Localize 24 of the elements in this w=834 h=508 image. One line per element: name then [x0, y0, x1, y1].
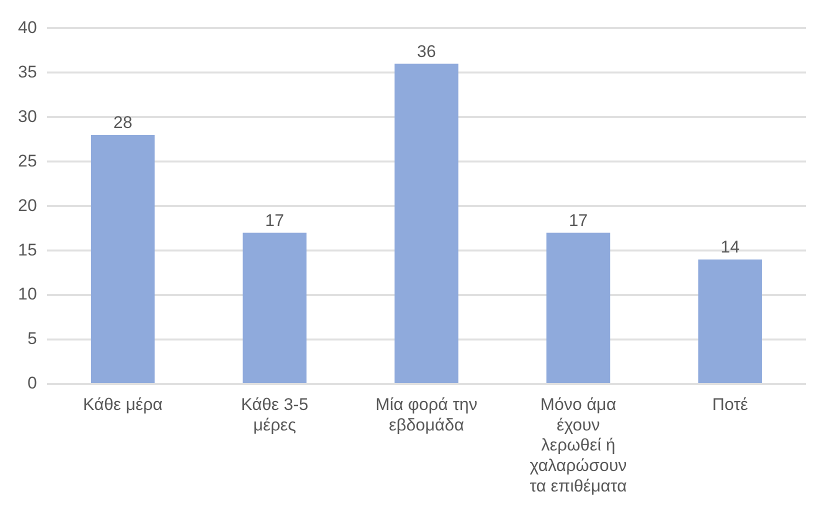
bar	[90, 134, 155, 383]
x-tick-label: Μόνο άμα έχουν λερωθεί ή χαλαρώσουν τα επιθέματα	[530, 394, 627, 496]
data-label: 17	[265, 210, 284, 230]
x-tick-label: Κάθε 3-5 μέρες	[240, 394, 308, 434]
y-tick-label: 30	[18, 106, 37, 126]
y-tick-label: 10	[18, 284, 37, 304]
bar	[242, 232, 307, 383]
data-label: 36	[416, 42, 436, 61]
y-tick-label: 20	[18, 196, 37, 215]
y-tick-label: 40	[18, 18, 37, 37]
y-tick-label: 0	[27, 374, 37, 393]
bar	[698, 259, 762, 383]
x-tick-label: Ποτέ	[712, 394, 748, 414]
y-tick-label: 15	[18, 240, 37, 260]
y-tick-label: 35	[18, 62, 37, 82]
data-label: 28	[113, 113, 132, 132]
x-tick-label: Κάθε μέρα	[83, 394, 163, 414]
data-label: 14	[720, 238, 740, 257]
y-tick-label: 25	[18, 151, 37, 170]
y-tick-label: 5	[27, 329, 37, 348]
bar	[546, 232, 610, 383]
x-tick-label: Μία φορά την εβδομάδα	[376, 394, 478, 434]
data-label: 17	[568, 210, 588, 230]
bar	[394, 64, 458, 383]
